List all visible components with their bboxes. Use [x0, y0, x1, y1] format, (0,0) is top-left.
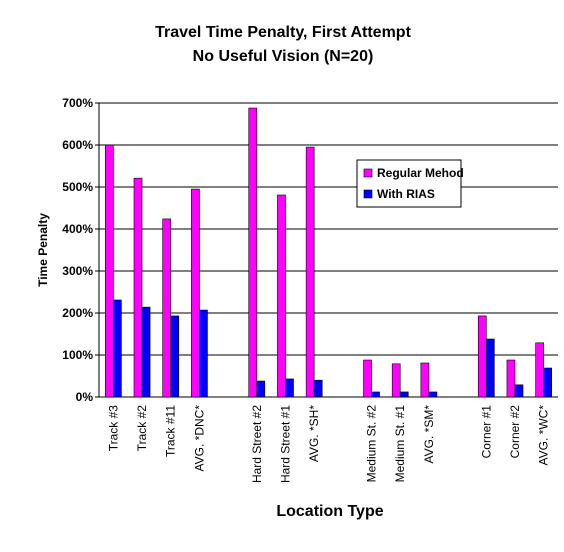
bar — [133, 177, 143, 398]
x-tick-label: Track #11 — [164, 405, 178, 457]
bar — [170, 315, 180, 398]
y-tick-label: 300% — [62, 264, 93, 278]
bar — [371, 391, 380, 398]
x-tick-label: Track #2 — [135, 405, 149, 452]
bar — [391, 363, 401, 398]
bar — [285, 378, 294, 398]
x-tick-label: Medium St. #1 — [393, 405, 407, 483]
bar — [141, 306, 151, 398]
x-axis-label: Location Type — [276, 503, 383, 520]
bar — [248, 107, 258, 398]
y-tick-label: 500% — [62, 180, 93, 194]
bar — [535, 342, 544, 398]
x-tick-label: Track #3 — [106, 405, 120, 452]
x-tick-label: AVG. *SH* — [307, 405, 321, 462]
bar — [363, 359, 372, 398]
bar — [305, 146, 315, 398]
legend-swatch — [363, 168, 373, 178]
x-tick-label: Hard Street #2 — [250, 405, 264, 483]
y-axis-label: Time Penalty — [36, 213, 50, 287]
y-tick-label: 700% — [62, 96, 93, 110]
legend-box — [356, 159, 462, 208]
legend-label: Regular Mehod — [377, 166, 464, 180]
bar — [399, 391, 409, 398]
x-tick-label: Hard Street #1 — [278, 405, 292, 483]
legend-swatch — [363, 189, 373, 199]
bar — [420, 362, 430, 398]
y-tick-label: 600% — [62, 138, 93, 152]
bar — [514, 384, 524, 398]
y-tick-label: 100% — [62, 348, 93, 362]
x-tick-label: AVG. *WC* — [537, 405, 551, 466]
bar — [506, 359, 516, 398]
bar — [162, 218, 172, 398]
x-tick-label: Corner #2 — [508, 405, 522, 459]
legend-label: With RIAS — [377, 187, 435, 201]
chart-title: Travel Time Penalty, First Attempt — [155, 24, 411, 41]
bar — [113, 299, 122, 398]
x-tick-label: AVG. *SM* — [422, 405, 436, 464]
bar — [428, 391, 438, 398]
y-tick-label: 200% — [62, 306, 93, 320]
bar — [313, 379, 323, 398]
bar — [543, 367, 552, 398]
x-tick-label: Medium St. #2 — [365, 405, 379, 483]
bar — [191, 188, 200, 398]
y-tick-label: 0% — [76, 390, 94, 404]
chart-subtitle: No Useful Vision (N=20) — [193, 48, 374, 65]
bar — [105, 144, 114, 398]
x-tick-label: Corner #1 — [479, 405, 493, 459]
bar — [199, 309, 208, 398]
bar — [485, 338, 495, 398]
bar — [256, 380, 266, 398]
y-tick-label: 400% — [62, 222, 93, 236]
bar — [477, 315, 487, 398]
bar — [277, 194, 286, 398]
x-tick-label: AVG. *DNC* — [192, 405, 206, 472]
